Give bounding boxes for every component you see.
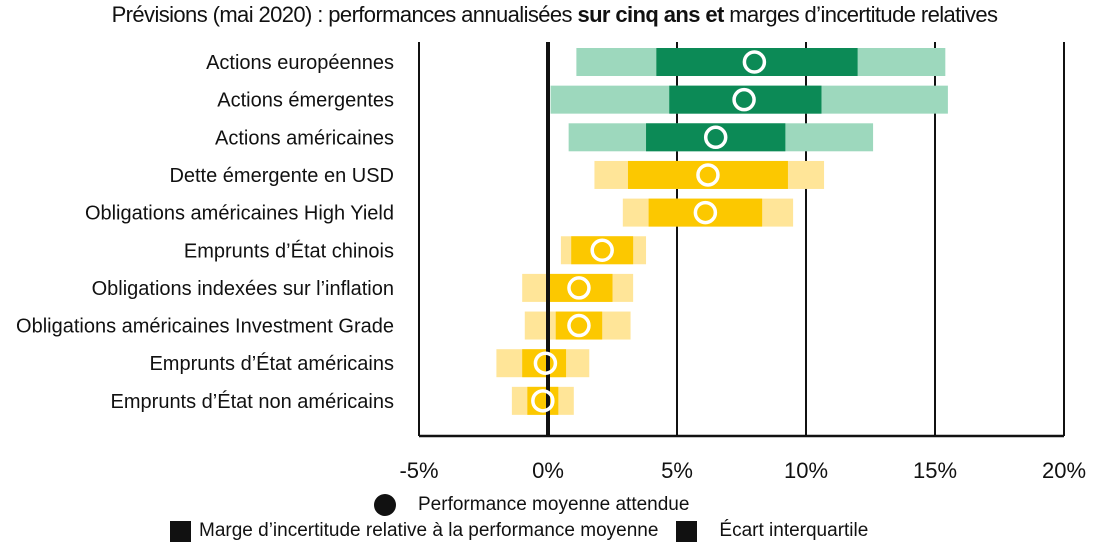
x-tick-label: 0% [532,458,564,483]
category-label: Actions européennes [206,52,394,74]
category-label: Actions américaines [215,127,394,149]
mean-marker [567,276,591,300]
category-label: Obligations américaines Investment Grade [16,316,394,338]
mean-marker [732,87,756,112]
legend-mean-label: Performance moyenne attendue [418,494,690,515]
category-label: Obligations américaines High Yield [85,203,394,225]
x-tick-label: -5% [399,458,438,483]
x-tick-label: 20% [1042,458,1086,483]
legend-circle-icon [374,494,396,516]
x-tick-label: 10% [784,458,828,483]
category-label: Obligations indexées sur l’inflation [92,278,394,300]
legend-range-label: Marge d’incertitude relative à la perfor… [199,520,659,541]
title-bold: sur cinq ans et [577,2,724,27]
legend-mean: Performance moyenne attendue [374,494,689,516]
title-part1: Prévisions (mai 2020) : performances ann… [111,2,578,27]
mean-marker [531,389,555,413]
mean-marker [590,238,614,262]
mean-marker [703,125,728,150]
legend-iqr-label: Écart interquartile [719,520,869,541]
category-label: Emprunts d’État américains [149,352,394,375]
chart-plot: Actions européennes Actions émergentes Act… [16,42,1086,483]
x-tick-label: 5% [661,458,693,483]
legend-square-icon [170,520,191,542]
mean-marker [693,200,718,225]
chart-title: Prévisions (mai 2020) : performances ann… [0,2,1109,28]
legend-square-icon [676,520,698,542]
category-label: Actions émergentes [217,90,394,112]
mean-marker [533,351,558,375]
category-label: Emprunts d’État chinois [184,239,394,262]
mean-marker [567,313,591,338]
x-tick-label: 15% [913,458,957,483]
mean-marker [742,50,767,74]
title-part2: marges d’incertitude relatives [723,2,998,27]
legend-range-iqr: Marge d’incertitude relative à la perfor… [170,520,868,542]
category-label: Emprunts d’État non américains [111,390,394,413]
mean-marker [696,163,720,187]
category-label: Dette émergente en USD [169,165,394,187]
